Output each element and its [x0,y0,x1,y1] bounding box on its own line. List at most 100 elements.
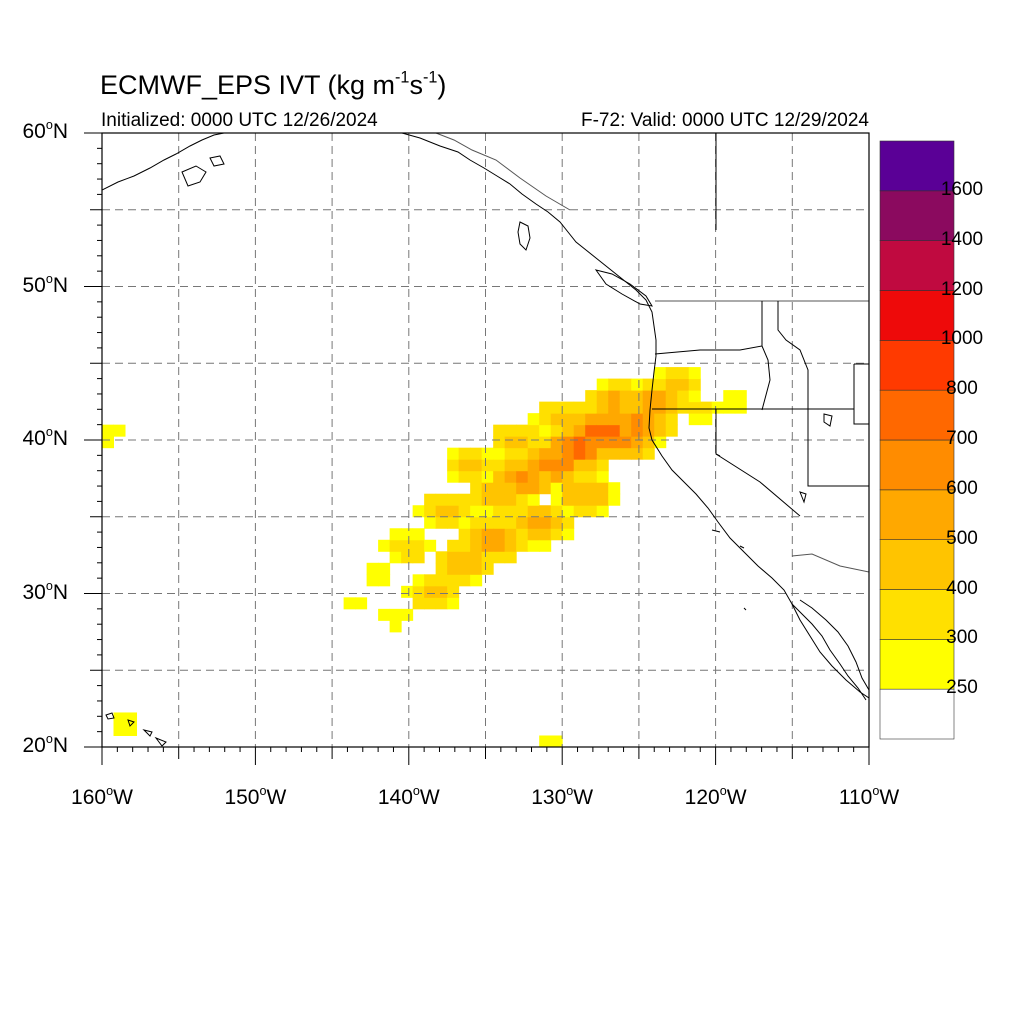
ivt-cell [504,470,517,483]
ivt-cell [642,378,655,391]
degree-symbol: o [106,784,114,799]
colorbar-swatch [879,140,955,192]
ivt-cell [585,390,598,403]
ivt-cell [573,401,586,414]
ivt-cell [619,401,632,414]
initialized-time-label: Initialized: 0000 UTC 12/26/2024 [101,110,378,131]
degree-symbol: o [259,784,267,799]
ivt-cell [458,551,471,564]
title-main-text: ECMWF_EPS IVT (kg m [100,70,396,100]
ivt-cell [562,470,575,483]
ivt-cell [435,597,448,610]
ivt-cell [435,551,448,564]
ivt-cell [562,493,575,506]
ivt-cell [470,551,483,564]
colorbar-swatch [879,589,955,640]
ivt-cell [677,367,690,380]
degree-symbol: o [566,784,574,799]
degree-value: 50 [22,273,46,297]
ivt-cell [481,539,494,552]
ivt-cell [596,401,609,414]
ivt-cell [562,459,575,472]
valid-time-label: F-72: Valid: 0000 UTC 12/29/2024 [581,110,869,131]
ivt-cell [654,367,667,380]
ivt-cell [608,413,621,426]
colorbar-swatch [879,290,955,341]
ivt-cell [493,424,506,437]
ivt-cell [366,562,379,575]
ivt-cell [447,459,460,472]
ivt-cell [573,436,586,449]
ivt-cell [412,597,425,610]
ivt-cell [481,505,494,518]
ivt-cell [378,562,391,575]
ivt-cell [688,378,701,391]
ivt-cell [665,424,678,437]
ivt-cell [389,551,402,564]
ivt-cell [527,516,540,529]
colorbar-tick-label: 500 [946,527,978,549]
ivt-cell [631,424,644,437]
ivt-cell [447,470,460,483]
degree-symbol: o [45,732,53,747]
colorbar-tick-label: 1000 [940,328,984,350]
ivt-cell [619,436,632,449]
ivt-cell [550,505,563,518]
ivt-cell [642,413,655,426]
ivt-cell [539,528,552,541]
colorbar [879,140,955,740]
colorbar-swatch [879,688,955,740]
ivt-cell [504,424,517,437]
ivt-cell [527,413,540,426]
ivt-cell [631,413,644,426]
ivt-cell [458,447,471,460]
ivt-cell [723,390,736,403]
ivt-cell [424,585,437,598]
ivt-cell [102,424,115,437]
hemisphere-letter: W [573,786,594,809]
ivt-cell [654,413,667,426]
ivt-cell [654,424,667,437]
ivt-cell [677,390,690,403]
ivt-cell [596,505,609,518]
hemisphere-letter: W [266,786,287,809]
ivt-cell [539,413,552,426]
ivt-cell [665,390,678,403]
degree-symbol: o [412,784,420,799]
ivt-cell [631,401,644,414]
degree-value: 150 [224,786,260,809]
ivt-cell [562,401,575,414]
ivt-cell [447,516,460,529]
ivt-cell [435,585,448,598]
degree-symbol: o [45,118,53,133]
ivt-cell [493,505,506,518]
ivt-cell [424,539,437,552]
ivt-cell [412,574,425,587]
colorbar-swatch [879,340,955,391]
ivt-cell [516,436,529,449]
ivt-cell [539,505,552,518]
ivt-cell [447,447,460,460]
ivt-cell [608,447,621,460]
ivt-cell [527,539,540,552]
ivt-cell [424,597,437,610]
baja-california-coast [791,603,867,701]
ivt-cell [401,585,414,598]
ivt-cell [550,493,563,506]
ivt-cell [688,401,701,414]
alaska-coastline [102,133,225,191]
ivt-cell [631,390,644,403]
ivt-cell [585,470,598,483]
ivt-cell [688,367,701,380]
ivt-cell [654,401,667,414]
ivt-cell [665,413,678,426]
ivt-cell [470,528,483,541]
ivt-cell [493,493,506,506]
longitude-label: 160oW [57,784,147,810]
ivt-cell [665,401,678,414]
colorbar-swatch [879,240,955,291]
ivt-cell [447,551,460,564]
hemisphere-letter: N [52,273,68,297]
ivt-cell [493,447,506,460]
figure-title: ECMWF_EPS IVT (kg m-1s-1) [100,70,446,101]
